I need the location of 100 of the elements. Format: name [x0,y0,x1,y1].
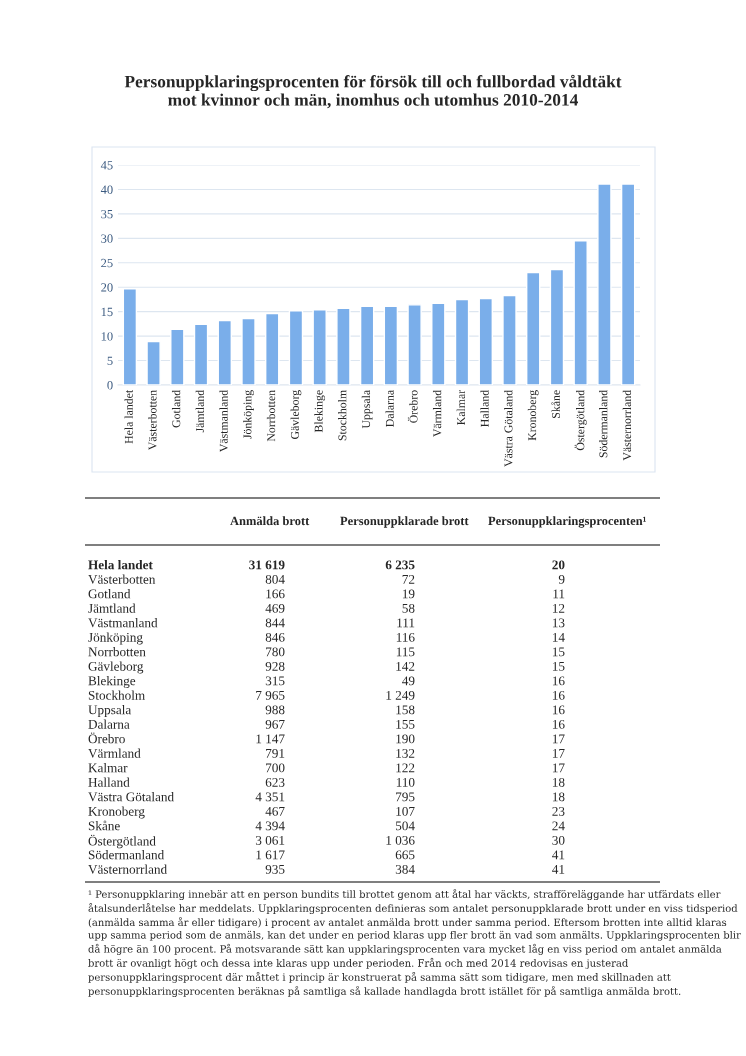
y-tick-label: 30 [101,234,113,243]
x-tick-label: Västmanland [219,390,228,453]
x-tick-label: Dalarna [385,390,394,427]
category-label: Östergötland [88,834,156,849]
category-label: Örebro [88,732,125,744]
category-label: Västmanland [88,618,158,628]
data-label: 122 [396,763,415,773]
category-label: Jönköping [88,632,143,645]
data-label: 110 [396,777,415,787]
bar [336,307,351,385]
y-tick-label: 0 [107,381,113,390]
data-label: 111 [397,618,415,628]
data-label: 116 [396,632,415,642]
x-tick-label: Blekinge [314,390,326,433]
data-label: 23 [552,806,565,816]
bar [312,309,327,385]
category-label: Jämtland [88,603,136,613]
data-label: 13 [552,618,565,628]
x-tick-label: Västernorrland [622,390,632,461]
data-label: 467 [265,806,285,816]
data-label: 928 [265,661,285,671]
bar [620,183,636,385]
category-label: Södermanland [88,850,165,860]
y-tick-label: 25 [101,258,113,268]
data-label: 72 [402,574,415,584]
data-label: 31 619 [249,560,285,570]
category-label: Kronoberg [88,806,145,819]
data-label: 18 [552,792,565,802]
data-label: 17 [552,734,565,744]
category-label: Kalmar [88,763,128,773]
data-label: 804 [265,574,285,584]
bar [288,309,304,385]
y-tick-label: 5 [107,356,113,366]
data-label: 665 [395,850,415,860]
data-label: 4 351 [255,792,285,802]
data-label: 14 [552,632,565,642]
data-label: 24 [552,821,565,831]
data-label: 1 147 [256,734,285,744]
category-label: Västra Götaland [88,792,174,802]
y-tick-label: 15 [101,307,113,317]
x-tick-label: Västra Götaland [504,390,513,467]
data-label: 155 [396,719,415,729]
data-label: 58 [402,603,415,613]
bar [383,305,399,385]
bar [170,328,185,385]
data-label: 9 [558,574,565,584]
bar [526,271,541,385]
data-label: 791 [266,748,285,758]
x-tick-label: Östergötland [574,390,587,451]
x-tick-label: Skåne [551,390,560,418]
bar [193,323,209,385]
data-label: 17 [552,748,565,758]
y-tick-label: 35 [101,209,113,219]
data-label: 3 061 [255,835,285,845]
x-tick-label: Södermanland [599,390,608,458]
data-label: 49 [402,676,415,686]
category-label: Västernorrland [88,864,167,874]
data-label: 1 249 [386,690,415,700]
data-label: 504 [395,821,415,831]
data-label: 190 [396,734,415,744]
data-label: 41 [552,864,565,874]
x-tick-label: Hela landet [124,389,133,444]
bar [146,340,161,385]
data-label: 16 [552,690,565,700]
data-label: 315 [265,676,285,686]
bar [549,268,565,385]
x-tick-label: Norrbotten [266,390,276,442]
y-tick-label: 10 [101,332,113,341]
data-label: 142 [396,661,415,671]
data-label: 15 [552,661,565,671]
category-label: Gotland [88,589,131,599]
bar [573,240,588,385]
bar [597,183,612,385]
data-label: 967 [265,719,285,729]
bar [217,319,232,385]
text: Personuppklaringsprocenten¹ [488,516,646,528]
x-tick-label: Kronoberg [527,390,539,441]
data-label: 16 [552,719,565,729]
x-tick-label: Västerbotten [148,390,157,451]
category-label: Skåne [88,820,120,831]
x-tick-label: Gotland [171,390,181,428]
x-tick-label: Uppsala [361,390,373,429]
data-label: 6 235 [385,560,415,570]
data-label: 988 [265,705,285,715]
data-label: 12 [552,603,565,613]
data-label: 1 617 [256,850,285,860]
data-label: 115 [396,647,415,657]
category-label: Dalarna [88,719,130,729]
data-label: 107 [396,806,415,816]
y-tick-label: 40 [100,185,113,194]
data-label: 11 [553,589,565,599]
x-tick-label: Värmland [432,390,442,437]
x-tick-label: Kalmar [456,389,465,425]
data-label: 16 [552,676,565,686]
chart-title: Personuppklaringsprocenten för försök till och fullbordad våldtäkt mot kvinnor och män, inomhus och utomhus 2010-2014 [124,74,622,109]
text: Personuppklarade brott [340,516,469,528]
bar [359,305,375,385]
category-label: Hela landet [88,560,153,570]
category-label: Norrbotten [88,647,146,657]
x-tick-label: Stockholm [338,390,347,441]
